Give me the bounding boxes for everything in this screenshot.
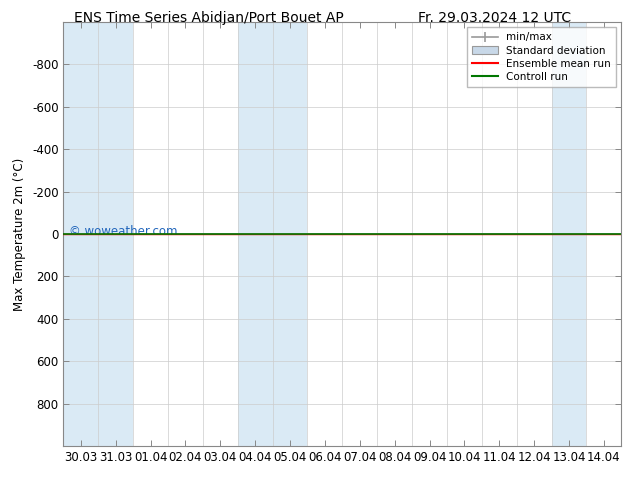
Bar — [63, 22, 98, 446]
Text: ENS Time Series Abidjan/Port Bouet AP: ENS Time Series Abidjan/Port Bouet AP — [74, 11, 344, 25]
Bar — [98, 22, 133, 446]
Bar — [552, 22, 586, 446]
Bar — [273, 22, 307, 446]
Bar — [238, 22, 273, 446]
Text: © woweather.com: © woweather.com — [69, 225, 178, 238]
Legend: min/max, Standard deviation, Ensemble mean run, Controll run: min/max, Standard deviation, Ensemble me… — [467, 27, 616, 87]
Y-axis label: Max Temperature 2m (°C): Max Temperature 2m (°C) — [13, 157, 27, 311]
Text: Fr. 29.03.2024 12 UTC: Fr. 29.03.2024 12 UTC — [418, 11, 571, 25]
